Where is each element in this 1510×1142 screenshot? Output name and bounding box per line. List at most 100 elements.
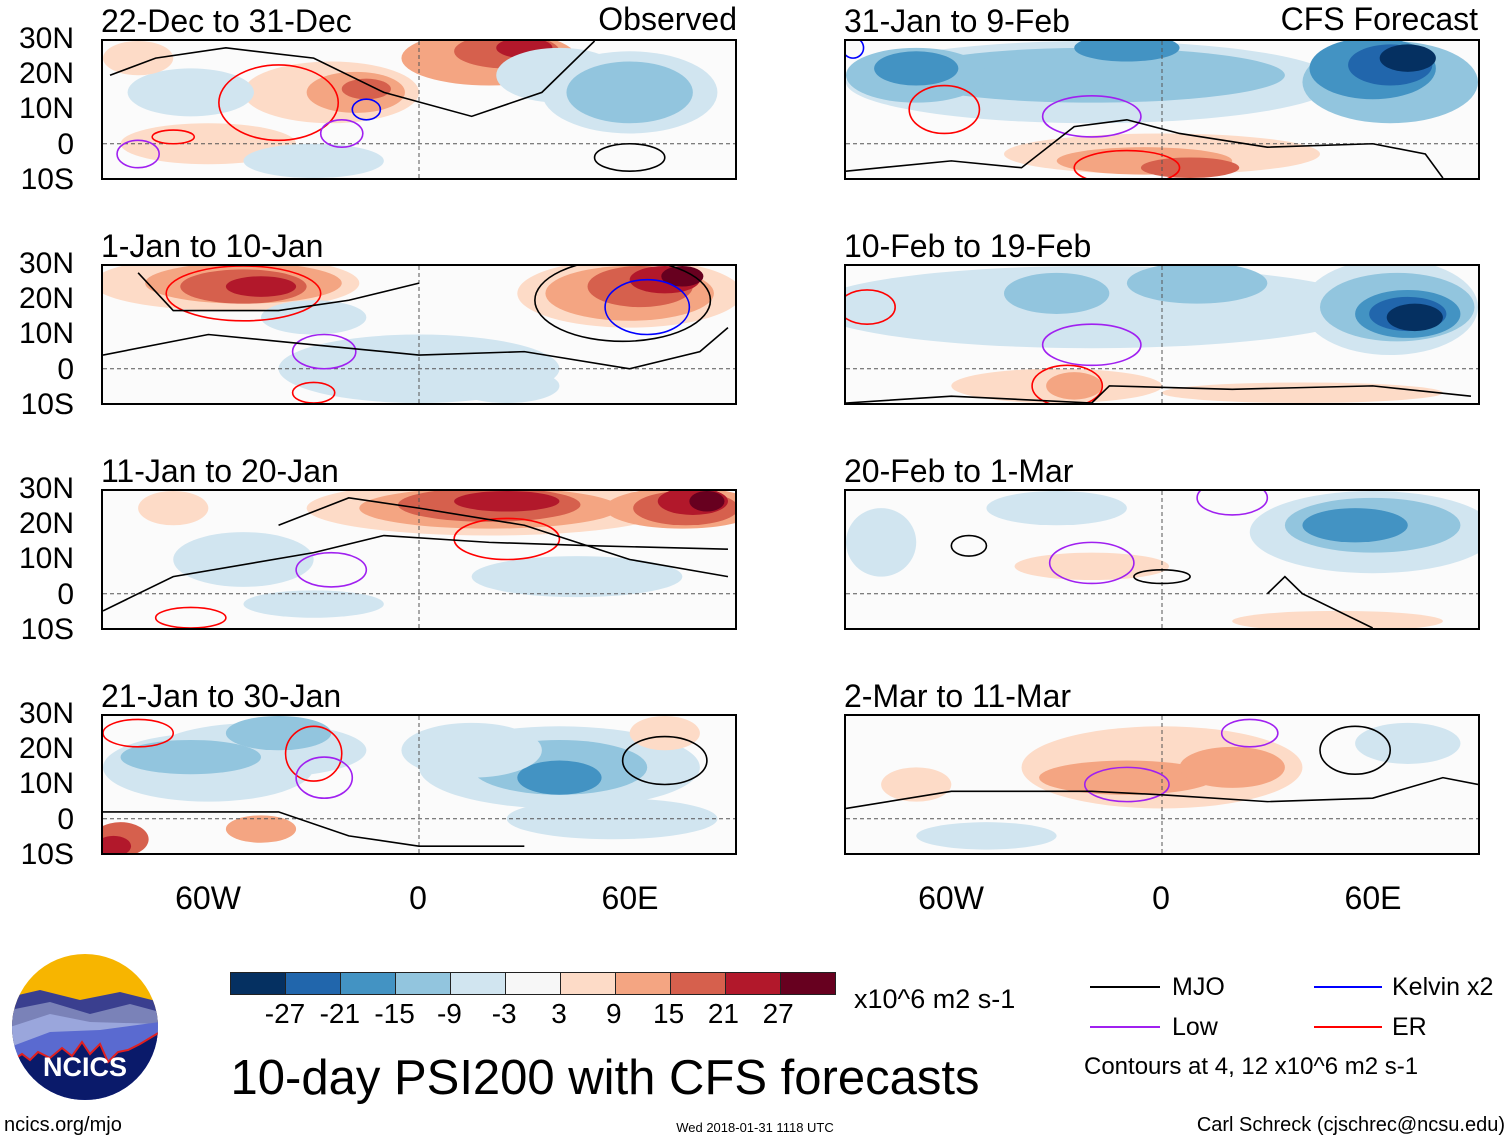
contour-line xyxy=(623,737,707,785)
contour-line xyxy=(352,99,380,120)
anomaly-shading xyxy=(898,47,1285,103)
anomaly-shading xyxy=(881,767,952,802)
colorbar-swatch xyxy=(725,972,781,995)
anomaly-shading xyxy=(243,143,384,178)
anomaly-shading xyxy=(454,368,560,403)
colorbar-swatch xyxy=(450,972,506,995)
contour-line xyxy=(846,120,1443,178)
contour-line xyxy=(1043,96,1141,137)
contour-line xyxy=(293,335,356,369)
lat-label: 10S xyxy=(20,612,74,646)
contour-line xyxy=(951,536,986,557)
contour-line xyxy=(454,518,559,559)
legend-low-label: Low xyxy=(1172,1013,1218,1041)
ncics-logo: NCICS xyxy=(12,954,158,1100)
contour-line xyxy=(103,536,728,611)
cfs-forecast-label: CFS Forecast xyxy=(1280,1,1478,37)
lat-label: 10S xyxy=(20,387,74,421)
colorbar-swatch xyxy=(340,972,396,995)
legend-mjo-label: MJO xyxy=(1172,973,1225,1001)
panel-title: 11-Jan to 20-Jan xyxy=(101,453,339,489)
anomaly-shading xyxy=(916,822,1057,850)
lat-label: 10S xyxy=(20,837,74,871)
contour-line xyxy=(286,726,342,781)
anomaly-shading xyxy=(846,508,917,577)
colorbar-label: -15 xyxy=(374,998,415,1029)
panel-title: 31-Jan to 9-Feb xyxy=(844,3,1070,39)
colorbar-label: -9 xyxy=(436,998,462,1029)
anomaly-shading xyxy=(1179,746,1285,788)
contour-line xyxy=(1074,151,1179,180)
anomaly-shading xyxy=(1162,382,1443,403)
panel-title: 2-Mar to 11-Mar xyxy=(844,678,1072,714)
anomaly-shading xyxy=(846,266,1373,349)
legend-er-label: ER xyxy=(1392,1013,1427,1041)
colorbar-swatch xyxy=(670,972,726,995)
anomaly-shading xyxy=(1379,44,1436,72)
colorbar-label: 3 xyxy=(551,998,567,1029)
contour-line xyxy=(844,290,895,324)
footer-timestamp: Wed 2018-01-31 1118 UTC xyxy=(676,1120,834,1135)
map-panel xyxy=(101,489,737,630)
contour-line xyxy=(1320,726,1390,774)
lat-label: 20N xyxy=(18,282,74,316)
anomaly-shading xyxy=(173,532,314,587)
contour-line xyxy=(1032,365,1102,405)
anomaly-shading xyxy=(1046,372,1103,400)
map-panel xyxy=(844,264,1480,405)
anomaly-shading xyxy=(874,51,959,86)
contour-line xyxy=(166,266,320,321)
contour-line xyxy=(293,382,335,403)
lon-label: 0 xyxy=(409,880,427,916)
contour-line xyxy=(535,264,711,341)
anomaly-shading xyxy=(127,68,254,117)
legend-er-line xyxy=(1314,1026,1382,1028)
lat-label: 10S xyxy=(20,162,74,196)
panel-title: 22-Dec to 31-Dec xyxy=(101,3,352,39)
anomaly-shading xyxy=(1302,508,1408,543)
anomaly-shading xyxy=(1004,272,1110,314)
colorbar-label: 9 xyxy=(606,998,622,1029)
colorbar-swatch xyxy=(285,972,341,995)
lon-label: 60W xyxy=(918,880,984,916)
contour-line xyxy=(1085,767,1169,801)
contour-line xyxy=(138,273,419,311)
colorbar-label: -3 xyxy=(491,998,517,1029)
anomaly-shading xyxy=(120,739,261,775)
lon-label: 0 xyxy=(1152,880,1170,916)
contour-line xyxy=(1222,719,1278,746)
contour-line xyxy=(296,757,352,798)
lat-label: 10N xyxy=(18,542,74,576)
contour-line xyxy=(103,812,524,846)
map-panel xyxy=(101,39,737,180)
contour-note: Contours at 4, 12 x10^6 m2 s-1 xyxy=(1084,1053,1419,1080)
colorbar-swatch xyxy=(560,972,616,995)
anomaly-shading xyxy=(629,716,700,751)
anomaly-shading xyxy=(103,41,174,76)
anomaly-shading xyxy=(138,491,209,526)
lat-label: 10N xyxy=(18,767,74,801)
contour-line xyxy=(605,280,689,335)
contour-line xyxy=(103,328,728,369)
contour-line xyxy=(117,140,159,167)
contour-line xyxy=(219,65,338,140)
map-panel xyxy=(101,714,737,855)
contour-line xyxy=(279,498,728,577)
lon-label: 60E xyxy=(601,880,659,916)
lat-label: 20N xyxy=(18,57,74,91)
anomaly-shading xyxy=(341,78,391,100)
anomaly-shading xyxy=(661,266,704,287)
anomaly-shading xyxy=(1014,552,1170,581)
footer-credit: Carl Schreck (cjschrec@ncsu.edu) xyxy=(1196,1114,1505,1136)
anomaly-shading xyxy=(103,835,132,853)
logo-text: NCICS xyxy=(43,1052,127,1082)
contour-line xyxy=(321,120,363,147)
colorbar-swatch xyxy=(230,972,286,995)
anomaly-shading xyxy=(689,491,725,512)
anomaly-shading xyxy=(225,815,297,843)
contour-line xyxy=(103,719,173,746)
lat-label: 30N xyxy=(18,472,74,505)
anomaly-shading xyxy=(1140,157,1240,178)
footer-url[interactable]: ncics.org/mjo xyxy=(4,1114,122,1136)
lat-label: 20N xyxy=(18,507,74,541)
